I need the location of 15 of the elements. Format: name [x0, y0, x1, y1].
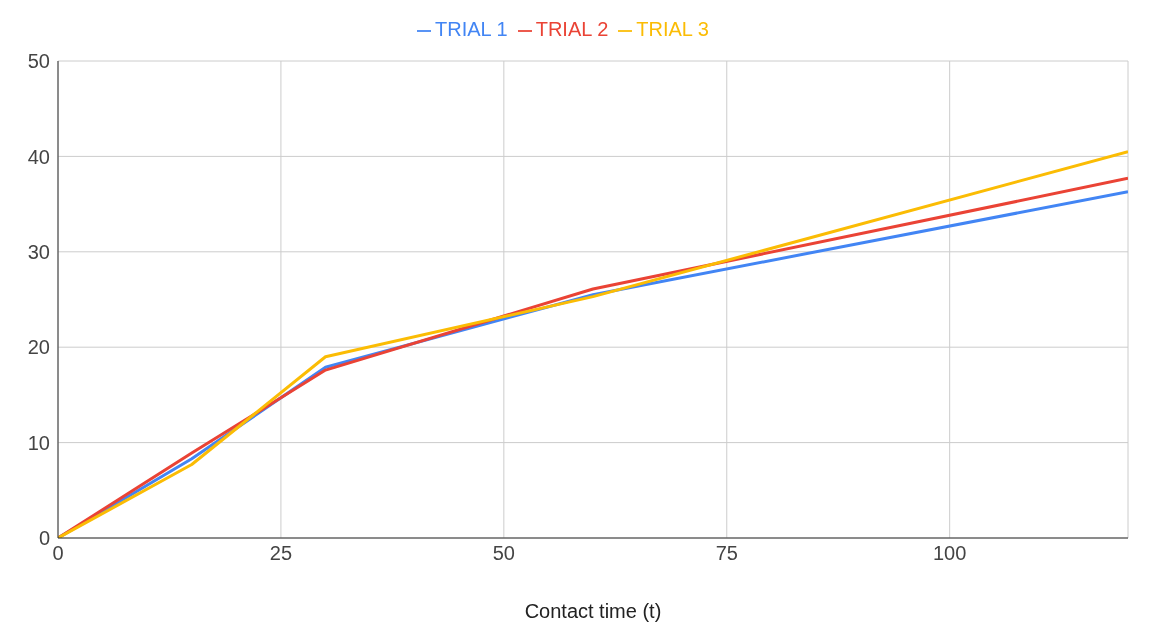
x-axis-title: Contact time (t) — [524, 600, 662, 622]
x-tick-label: 0 — [52, 542, 64, 565]
x-tick-label: 50 — [492, 542, 515, 565]
y-tick-label: 30 — [27, 240, 50, 263]
legend-label: TRIAL 3 — [636, 18, 709, 40]
x-tick-label: 25 — [269, 542, 293, 565]
y-tick-label: 20 — [27, 336, 50, 359]
x-tick-label: 75 — [715, 542, 738, 565]
x-tick-label: 100 — [932, 542, 967, 565]
y-tick-label: 0 — [38, 527, 50, 550]
y-tick-label: 10 — [27, 431, 50, 454]
y-tick-label: 40 — [27, 145, 50, 168]
legend-label: TRIAL 1 — [435, 18, 508, 40]
legend-label: TRIAL 2 — [535, 18, 609, 40]
y-tick-label: 50 — [27, 50, 50, 73]
